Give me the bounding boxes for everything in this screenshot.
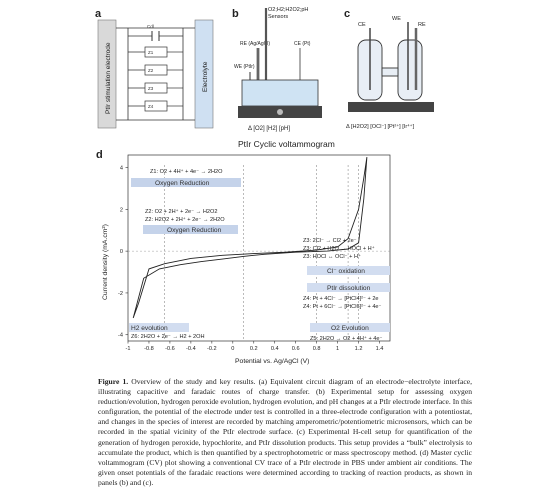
y-tick-label-0: 4 xyxy=(120,166,123,172)
label-o2-evolution: O2 Evolution xyxy=(331,325,369,332)
panel-c-hcell-diagram: CE WE RE Δ [H2O2] [OCl⁻] [Pt²⁺] [Ir⁴⁺] xyxy=(346,16,434,130)
panel-a-letter: a xyxy=(95,8,102,20)
band-oxygen-reduction-1 xyxy=(131,178,241,187)
caption-text: Overview of the study and key results. (… xyxy=(98,377,472,487)
reaction-z6: Z6: 2H2O + 2e⁻ → H2 + 2OH xyxy=(131,334,205,340)
band-cl-oxidation xyxy=(307,266,390,275)
re-label-c: RE xyxy=(418,22,426,28)
ce-label-c: CE xyxy=(358,22,366,28)
onset-lines xyxy=(164,165,359,341)
electrode-label: PtIr stimulation electrode xyxy=(105,42,112,114)
label-cl-oxidation: Cl⁻ oxidation xyxy=(327,268,365,275)
ce-label: CE (Pt) xyxy=(294,41,311,47)
panel-b-setup-diagram: O2;H2;H2O2;pH Sensors RE (Ag/AgCl) CE (P… xyxy=(234,7,322,132)
electrode-block xyxy=(97,19,117,129)
plot-frame xyxy=(127,154,391,342)
y-tick-label-1: 2 xyxy=(120,207,123,213)
x-tick-label-12: 1.4 xyxy=(376,346,384,352)
panel-b-bottom-label: Δ [O2] [H2] [pH] xyxy=(248,126,290,132)
z3-label: Z3 xyxy=(148,86,154,91)
cv-curve xyxy=(132,157,368,319)
cdl-label: Cdl xyxy=(147,24,154,29)
label-oxygen-reduction-1: Oxygen Reduction xyxy=(155,180,210,187)
panel-c-letter: c xyxy=(344,8,351,20)
y-axis-label: Current density (mA.cm²) xyxy=(102,224,109,300)
band-oxygen-reduction-2 xyxy=(143,225,238,234)
x-tick-label-1: -0.8 xyxy=(144,346,154,352)
sensors-label-2: Sensors xyxy=(268,14,288,20)
x-tick-label-3: -0.4 xyxy=(186,346,196,352)
panel-c-bottom-label: Δ [H2O2] [OCl⁻] [Pt²⁺] [Ir⁴⁺] xyxy=(346,123,415,130)
x-tick-label-10: 1 xyxy=(336,346,339,352)
band-ptir-dissolution xyxy=(307,283,390,292)
cv-chart: -1 -0.8 -0.6 -0.4 -0.2 0 0.2 0.4 0.6 0.8 1 1.2 1.4 4… xyxy=(102,154,391,365)
x-tick-label-11: 1.2 xyxy=(355,346,363,352)
x-tick-label-4: -0.2 xyxy=(207,346,217,352)
x-axis-ticks: -1 -0.8 -0.6 -0.4 -0.2 0 0.2 0.4 0.6 0.8 1 1.2 1.4 xyxy=(126,341,384,352)
reaction-z2b: Z2: H2O2 + 2H⁺ + 2e⁻ → 2H2O xyxy=(145,216,225,223)
z-branches xyxy=(128,46,183,112)
panel-a-circuit-diagram: Cdl Z1 Z2 Z3 Z4 PtIr stimulation electro… xyxy=(97,19,214,129)
reaction-z3c: Z3: HOCl ↔ OCl⁻ + H⁺ xyxy=(303,253,361,260)
panel-d-title: PtIr Cyclic voltammogram xyxy=(238,139,335,149)
we-label: WE (PtIr) xyxy=(234,64,255,70)
reaction-z3a: Z3: 2Cl⁻ → Cl2 + 2e⁻ xyxy=(303,238,357,244)
caption-label: Figure 1. xyxy=(98,377,129,386)
reaction-z5: Z5: 2H2O → O2 + 4H⁺ + 4e⁻ xyxy=(310,335,382,342)
y-tick-label-4: -4 xyxy=(118,333,123,339)
y-tick-label-3: -2 xyxy=(118,291,123,297)
x-tick-label-8: 0.6 xyxy=(292,346,300,352)
z2-label: Z2 xyxy=(148,68,154,73)
x-tick-label-6: 0.2 xyxy=(250,346,258,352)
electrolyte-block xyxy=(194,19,214,129)
z4-label: Z4 xyxy=(148,104,154,109)
re-label: RE (Ag/AgCl) xyxy=(240,41,270,47)
electrolyte-label: Electrolyte xyxy=(202,61,209,92)
reaction-z4b: Z4: Pt + 6Cl⁻ → [PtCl6]²⁻ + 4e⁻ xyxy=(303,304,382,310)
band-o2-evolution xyxy=(310,323,390,332)
x-tick-label-5: 0 xyxy=(231,346,234,352)
beaker xyxy=(241,79,319,107)
label-h2-evolution: H2 evolution xyxy=(131,325,168,332)
z1-label: Z1 xyxy=(148,50,154,55)
reaction-z3b: Z3: Cl2 + H2O → HOCl + H⁺ xyxy=(303,245,375,252)
y-tick-label-2: 0 xyxy=(120,249,123,255)
we-label-c: WE xyxy=(392,16,401,22)
x-axis-label: Potential vs. Ag/AgCl (V) xyxy=(235,358,309,365)
reaction-z4a: Z4: Pt + 4Cl⁻ → [PtCl4]²⁻ + 2e xyxy=(303,296,379,302)
reaction-z1: Z1: O2 + 4H⁺ + 4e⁻ → 2H2O xyxy=(150,168,223,175)
label-oxygen-reduction-2: Oxygen Reduction xyxy=(167,227,222,234)
region-bands xyxy=(129,178,390,332)
panel-d-letter: d xyxy=(96,149,103,161)
x-tick-label-2: -0.6 xyxy=(165,346,175,352)
reaction-z2a: Z2: O2 + 2H⁺ + 2e⁻ → H2O2 xyxy=(145,208,217,215)
band-h2-evolution xyxy=(129,323,189,332)
x-tick-label-9: 0.8 xyxy=(313,346,321,352)
panel-b-letter: b xyxy=(232,8,239,20)
x-tick-label-7: 0.4 xyxy=(271,346,279,352)
figure-caption: Figure 1. Overview of the study and key … xyxy=(98,377,472,488)
x-tick-label-0: -1 xyxy=(126,346,131,352)
sensors-label: O2;H2;H2O2;pH xyxy=(268,7,308,13)
label-ptir-dissolution: PtIr dissolution xyxy=(327,285,371,292)
y-axis-ticks: 4 2 0 -2 -4 xyxy=(118,166,128,339)
